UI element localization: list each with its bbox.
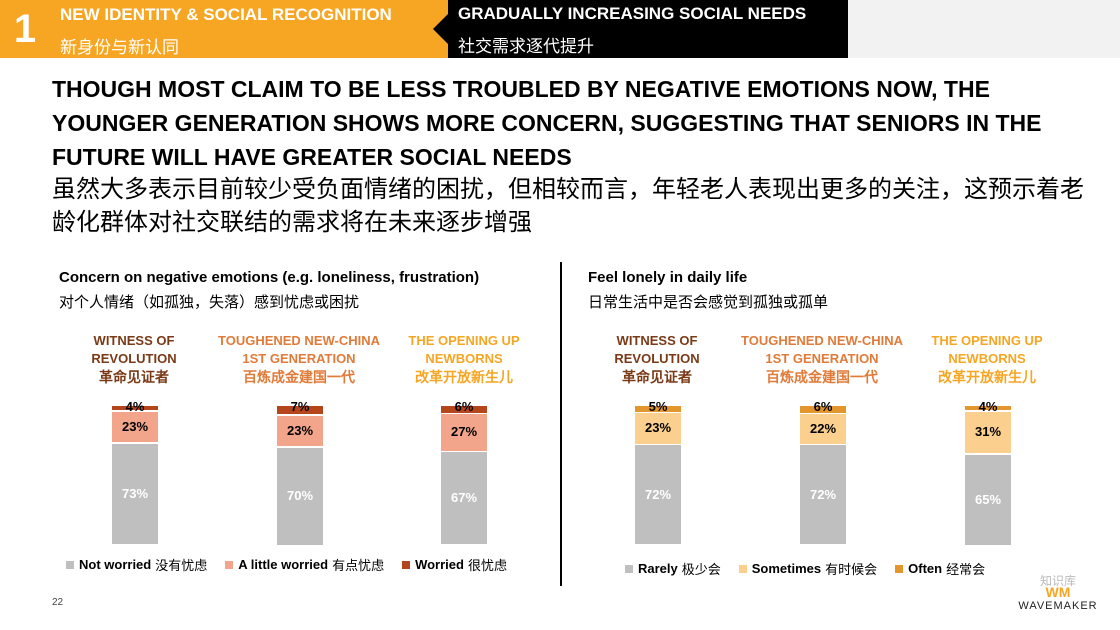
bar-segment: [800, 414, 846, 444]
bar-segment: [441, 406, 487, 413]
arrow-left-icon: [433, 14, 448, 44]
bar-segment: [965, 406, 1011, 411]
wavemaker-logo: WM WAVEMAKER: [1008, 584, 1108, 612]
bar-segment: [965, 411, 1011, 454]
section-number: 1: [0, 0, 50, 58]
section-tab-social-needs[interactable]: GRADUALLY INCREASING SOCIAL NEEDS 社交需求逐代…: [448, 0, 848, 58]
group-label-revolution: WITNESS OF REVOLUTION 革命见证者: [91, 333, 177, 385]
legend-left: Not worried 没有忧虑 A little worried 有点忧虑 Wor…: [66, 555, 525, 574]
bar-segment: [112, 406, 158, 411]
bar-value-label: 23%: [644, 420, 672, 436]
bar-value-label: 23%: [121, 418, 149, 434]
legend-item-not-worried: Not worried 没有忧虑: [66, 555, 207, 574]
section-tab-identity-zh: 新身份与新认同: [60, 38, 179, 57]
wavemaker-mark-icon: WM: [1045, 584, 1071, 600]
chart-right-title: Feel lonely in daily life: [588, 269, 748, 286]
legend-item-little-worried: A little worried 有点忧虑: [225, 555, 384, 574]
bar-value-label: 5%: [648, 399, 668, 414]
bar-segment: [441, 414, 487, 451]
bar-segment: [112, 443, 158, 545]
bar-value-label: 70%: [286, 488, 314, 503]
bar-segment: [277, 406, 323, 415]
legend-item-worried: Worried 很忧虑: [402, 555, 507, 574]
group-label-opening-up-right: THE OPENING UP NEWBORNS 改革开放新生儿: [931, 333, 1043, 385]
bar-value-label: 31%: [974, 424, 1002, 440]
headline-en: THOUGH MOST CLAIM TO BE LESS TROUBLED BY…: [52, 76, 1042, 170]
chart-right-subtitle: 日常生活中是否会感觉到孤独或孤单: [588, 294, 829, 311]
headline-zh: 虽然大多表示目前较少受负面情绪的困扰，但相较而言，年轻老人表现出更多的关注，这预…: [52, 176, 1084, 236]
page-number: 22: [52, 597, 64, 608]
bar-value-label: 72%: [644, 486, 672, 502]
bar-value-label: 23%: [286, 422, 314, 438]
bar-segment: [635, 445, 681, 545]
bar-segment: [441, 452, 487, 545]
bar-segment: [800, 406, 846, 413]
legend-item-rarely: Rarely 极少会: [625, 559, 721, 578]
bar-segment: [112, 411, 158, 443]
bar-value-label: 73%: [121, 485, 149, 501]
bar-value-label: 4%: [125, 399, 145, 414]
bar-segment: [635, 413, 681, 444]
section-tab-identity-en: NEW IDENTITY & SOCIAL RECOGNITION: [60, 5, 392, 24]
section-tab-social-needs-en: GRADUALLY INCREASING SOCIAL NEEDS: [458, 4, 807, 23]
chart-left-subtitle: 对个人情绪（如孤独，失落）感到忧虑或困扰: [59, 294, 360, 311]
legend-item-often: Often 经常会: [895, 559, 985, 578]
group-label-new-china: TOUGHENED NEW-CHINA 1ST GENERATION 百炼成金建国一…: [218, 333, 380, 385]
bar-value-label: 7%: [290, 399, 310, 414]
section-tab-social-needs-zh: 社交需求逐代提升: [458, 37, 594, 56]
bar-value-label: 6%: [454, 399, 474, 414]
wavemaker-name: WAVEMAKER: [1018, 600, 1098, 612]
bar-value-label: 65%: [974, 491, 1002, 507]
group-label-opening-up: THE OPENING UP NEWBORNS 改革开放新生儿: [408, 333, 520, 385]
section-tab-identity[interactable]: NEW IDENTITY & SOCIAL RECOGNITION 新身份与新认…: [50, 0, 448, 58]
bar-value-label: 72%: [809, 486, 837, 502]
legend-right: Rarely 极少会 Sometimes 有时候会 Often 经常会: [625, 559, 1003, 578]
bar-value-label: 22%: [809, 420, 837, 436]
watermark: 知识库: [1040, 574, 1077, 588]
bar-value-label: 67%: [450, 490, 478, 506]
bar-value-label: 4%: [978, 399, 998, 414]
legend-item-sometimes: Sometimes 有时候会: [738, 559, 877, 578]
chart-left-title: Concern on negative emotions (e.g. lonel…: [59, 269, 480, 286]
group-label-revolution-right: WITNESS OF REVOLUTION 革命见证者: [614, 333, 700, 385]
group-label-new-china-right: TOUGHENED NEW-CHINA 1ST GENERATION 百炼成金建国一…: [741, 333, 903, 385]
bar-segment: [965, 455, 1011, 545]
bar-value-label: 27%: [450, 424, 478, 440]
bar-value-label: 6%: [813, 399, 833, 414]
panel-divider: [560, 262, 562, 586]
bar-segment: [635, 406, 681, 412]
bar-segment: [277, 415, 323, 447]
bar-segment: [800, 445, 846, 545]
bar-segment: [277, 448, 323, 545]
